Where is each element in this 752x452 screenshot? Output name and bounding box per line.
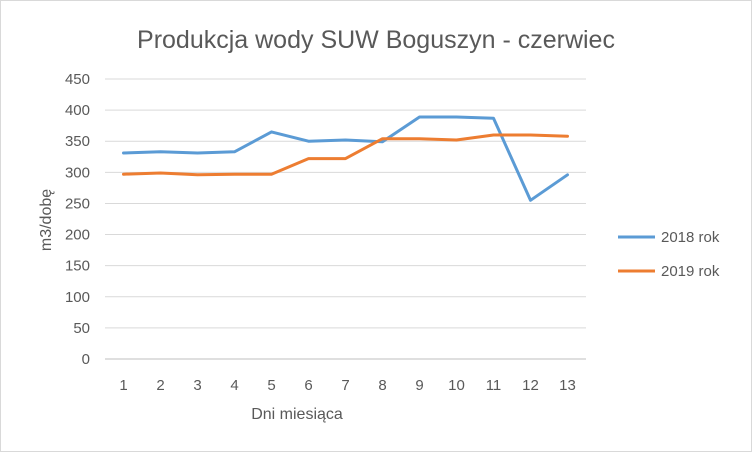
y-tick-label: 100 [65,289,90,306]
x-tick-label: 4 [230,377,238,394]
y-tick-label: 250 [65,195,90,212]
y-tick-label: 400 [65,102,90,119]
x-tick-label: 8 [378,377,386,394]
x-tick-label: 10 [448,377,465,394]
y-tick-label: 150 [65,258,90,275]
x-axis-ticks: 1 2 3 4 5 6 7 8 9 10 11 12 13 [119,377,576,394]
y-tick-label: 450 [65,71,90,88]
y-tick-label: 300 [65,164,90,181]
x-tick-label: 1 [119,377,127,394]
legend: 2018 rok 2019 rok [618,229,720,280]
x-tick-label: 5 [267,377,275,394]
x-tick-label: 13 [559,377,576,394]
x-tick-label: 9 [415,377,423,394]
y-tick-label: 200 [65,227,90,244]
legend-label: 2018 rok [661,229,720,246]
x-tick-label: 3 [193,377,201,394]
x-tick-label: 11 [486,377,502,394]
y-axis-ticks: 0 50 100 150 200 250 300 350 400 450 [65,71,90,368]
x-tick-label: 2 [156,377,164,394]
y-axis-label: m3/dobę [38,189,55,251]
x-tick-label: 12 [522,377,539,394]
legend-label: 2019 rok [661,263,720,280]
y-tick-label: 350 [65,133,90,150]
x-tick-label: 6 [304,377,312,394]
y-tick-label: 0 [82,351,90,368]
x-tick-label: 7 [341,377,349,394]
y-tick-label: 50 [73,320,90,337]
gridlines [105,78,586,360]
series-lines [122,115,569,202]
series-line-2 [122,133,569,177]
chart-title: Produkcja wody SUW Boguszyn - czerwiec [137,26,615,54]
series-line-1 [122,115,569,202]
x-axis-label: Dni miesiąca [251,406,343,423]
